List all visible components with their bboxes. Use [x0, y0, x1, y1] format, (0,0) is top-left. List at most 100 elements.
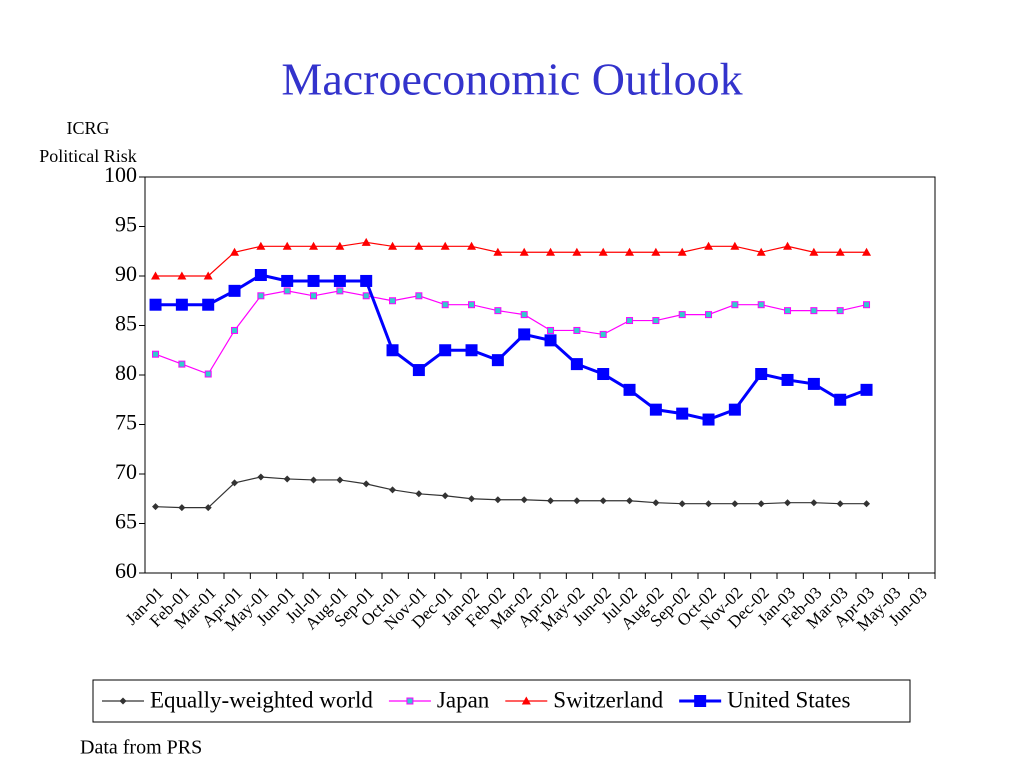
marker — [149, 298, 162, 311]
marker — [676, 407, 689, 420]
marker — [175, 298, 188, 311]
y-tick-label: 70 — [115, 459, 137, 484]
marker — [152, 350, 160, 358]
marker — [757, 301, 765, 309]
marker — [862, 247, 872, 256]
marker — [573, 326, 581, 334]
series-line — [155, 273, 868, 422]
marker — [784, 499, 792, 507]
marker — [119, 697, 127, 705]
marker — [863, 301, 871, 309]
marker — [518, 328, 531, 341]
marker — [309, 241, 319, 250]
marker — [623, 383, 636, 396]
marker — [836, 307, 844, 315]
series — [149, 269, 873, 426]
plot-area — [144, 176, 936, 574]
marker — [807, 377, 820, 390]
marker — [863, 500, 871, 508]
marker — [362, 292, 370, 300]
marker — [597, 368, 610, 381]
marker — [388, 241, 398, 250]
marker — [465, 344, 478, 357]
marker — [519, 247, 529, 256]
marker — [151, 271, 161, 280]
legend-label: United States — [727, 687, 850, 712]
marker — [307, 274, 320, 287]
marker — [599, 330, 607, 338]
marker — [494, 496, 502, 504]
marker — [256, 241, 266, 250]
series-line — [155, 476, 867, 509]
y-tick-label: 65 — [115, 509, 137, 534]
y-axis-label: ICRG — [66, 118, 109, 138]
series — [152, 287, 871, 378]
marker — [756, 247, 766, 256]
marker — [360, 274, 373, 287]
marker — [810, 307, 818, 315]
marker — [178, 504, 186, 512]
marker — [415, 490, 423, 498]
marker — [412, 364, 425, 377]
marker — [283, 475, 291, 483]
marker — [152, 503, 160, 511]
marker — [572, 247, 582, 256]
marker — [257, 292, 265, 300]
y-tick-label: 90 — [115, 261, 137, 286]
marker — [231, 479, 239, 487]
marker — [626, 497, 634, 505]
marker — [731, 500, 739, 508]
y-tick-label: 85 — [115, 311, 137, 336]
y-tick-label: 95 — [115, 212, 137, 237]
marker — [491, 354, 504, 367]
y-axis-label: Political Risk — [39, 146, 137, 166]
marker — [203, 271, 213, 280]
marker — [731, 301, 739, 309]
marker — [702, 413, 715, 426]
marker — [440, 241, 450, 250]
marker — [231, 326, 239, 334]
marker — [728, 403, 741, 416]
marker — [493, 247, 503, 256]
legend-label: Switzerland — [553, 687, 663, 712]
marker — [494, 307, 502, 315]
marker — [757, 500, 765, 508]
marker — [257, 473, 265, 481]
marker — [546, 247, 556, 256]
marker — [652, 317, 660, 325]
marker — [730, 241, 740, 250]
marker — [439, 344, 452, 357]
marker — [336, 287, 344, 295]
y-tick-label: 75 — [115, 410, 137, 435]
marker — [204, 504, 212, 512]
marker — [333, 274, 346, 287]
marker — [678, 311, 686, 319]
marker — [836, 500, 844, 508]
y-tick-label: 100 — [104, 162, 137, 187]
marker — [677, 247, 687, 256]
marker — [254, 269, 267, 282]
marker — [547, 497, 555, 505]
marker — [283, 287, 291, 295]
marker — [310, 292, 318, 300]
y-tick-label: 80 — [115, 360, 137, 385]
marker — [652, 499, 660, 507]
marker — [651, 247, 661, 256]
series-line — [155, 290, 867, 375]
marker — [755, 368, 768, 381]
marker — [468, 495, 476, 503]
marker — [178, 360, 186, 368]
marker — [649, 403, 662, 416]
marker — [310, 476, 318, 484]
marker — [626, 317, 634, 325]
marker — [281, 274, 294, 287]
chart-title: Macroeconomic Outlook — [281, 54, 742, 105]
marker — [860, 383, 873, 396]
marker — [784, 307, 792, 315]
marker — [570, 358, 583, 371]
marker — [361, 237, 371, 246]
marker — [835, 247, 845, 256]
series — [151, 237, 872, 280]
marker — [389, 297, 397, 305]
marker — [336, 476, 344, 484]
